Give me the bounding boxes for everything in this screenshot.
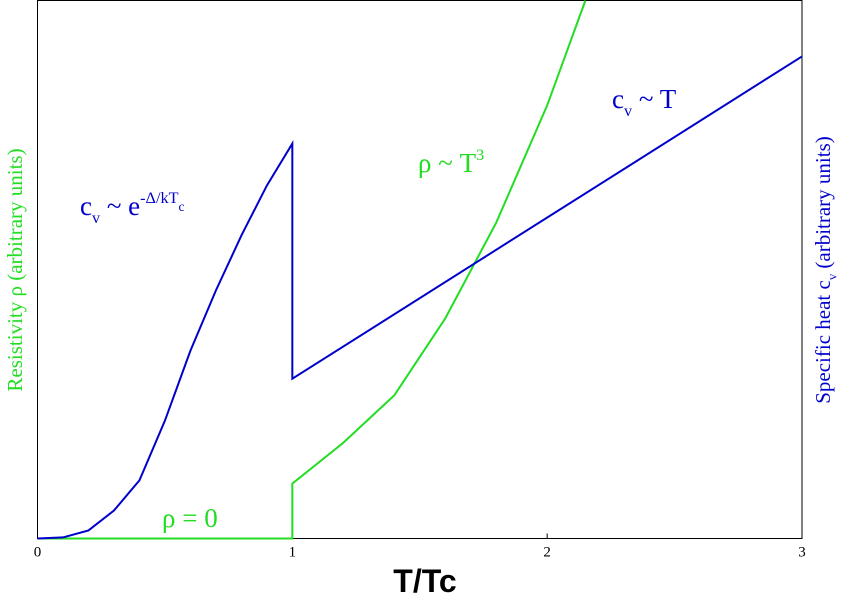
text-segment: ~ T: [632, 84, 677, 114]
series-line: [37, 0, 587, 540]
text-segment: -Δ/kT: [140, 189, 178, 207]
text-segment: (arbitrary units): [811, 136, 835, 274]
text-segment: 3: [476, 146, 484, 164]
x-tick-label: 2: [543, 545, 551, 561]
text-segment: ρ = 0: [162, 503, 218, 533]
y2-axis-label: Specific heat cv (arbitrary units): [811, 136, 839, 404]
x-tick-label: 0: [34, 545, 42, 561]
text-segment: c: [80, 191, 92, 221]
annotation: ρ = 0: [162, 503, 218, 533]
text-segment: Specific heat c: [811, 280, 835, 404]
series-line: [37, 55, 803, 540]
text-segment: v: [825, 273, 839, 280]
annotation: ρ ~ T3: [418, 146, 484, 178]
text-segment: v: [92, 209, 101, 227]
x-axis-label: T/Tc: [393, 563, 456, 598]
y-axis-label: Resistivity ρ (arbitrary units): [3, 148, 27, 391]
text-segment: c: [612, 84, 624, 114]
text-segment: ρ ~ T: [418, 148, 477, 178]
annotation: cv ~ e-Δ/kTc: [80, 189, 184, 227]
text-segment: v: [624, 102, 633, 120]
text-segment: ~ e: [100, 191, 140, 221]
annotation: cv ~ T: [612, 84, 677, 120]
text-segment: Resistivity ρ (arbitrary units): [3, 148, 27, 391]
text-segment: c: [178, 199, 184, 214]
x-tick-label: 3: [798, 545, 806, 561]
plot-frame: [37, 0, 803, 539]
x-tick-label: 1: [289, 545, 297, 561]
